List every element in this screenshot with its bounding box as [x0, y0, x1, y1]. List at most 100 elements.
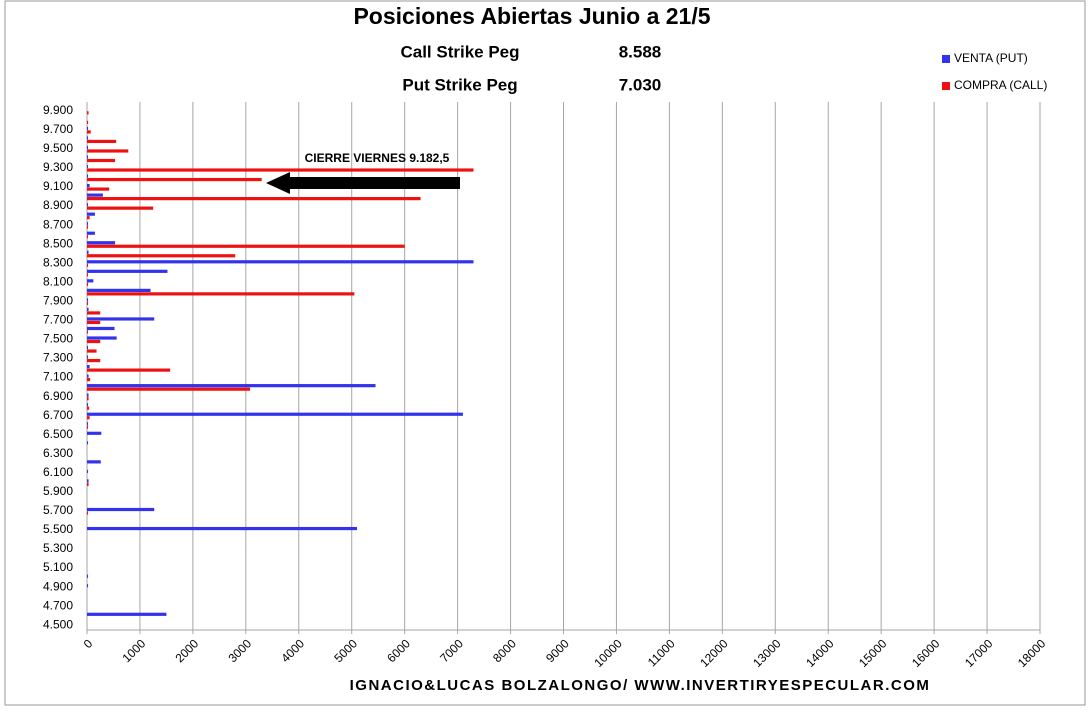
y-tick-label: 6.100: [43, 465, 73, 479]
bar: [87, 298, 89, 302]
bar: [87, 231, 95, 235]
bar: [87, 244, 405, 248]
bar: [87, 203, 89, 207]
bar: [87, 187, 110, 191]
bar: [87, 387, 251, 391]
bar: [87, 254, 236, 258]
bar: [87, 225, 89, 229]
bar: [87, 326, 115, 331]
y-tick-label: 9.100: [43, 179, 73, 193]
y-tick-label: 8.100: [43, 274, 73, 288]
bar: [87, 384, 376, 388]
bar: [87, 425, 89, 429]
y-tick-label: 4.900: [43, 579, 73, 593]
bar: [87, 269, 168, 273]
y-tick-label: 8.500: [43, 236, 73, 250]
bar: [87, 397, 89, 401]
y-tick-label: 5.100: [43, 560, 73, 574]
bar: [87, 574, 89, 578]
bar: [87, 164, 89, 169]
bar: [87, 507, 155, 512]
bar: [87, 155, 89, 159]
y-tick-label: 5.300: [43, 541, 73, 555]
bar: [87, 355, 89, 359]
bar: [87, 193, 103, 197]
y-tick-label: 6.500: [43, 427, 73, 441]
bar: [87, 416, 90, 420]
bar: [87, 260, 474, 264]
bar: [87, 320, 101, 325]
legend-label: COMPRA (CALL): [954, 78, 1047, 92]
info-label: Put Strike Peg: [402, 75, 517, 94]
bar: [87, 183, 90, 188]
bar: [87, 345, 89, 350]
legend-label: VENTA (PUT): [954, 51, 1028, 65]
info-value: 7.030: [619, 75, 662, 94]
bar: [87, 403, 89, 407]
bar: [87, 336, 117, 340]
y-tick-label: 9.700: [43, 122, 73, 136]
bar: [87, 174, 89, 178]
legend-swatch: [942, 82, 950, 90]
bar: [87, 279, 94, 283]
y-tick-label: 8.700: [43, 217, 73, 231]
y-tick-label: 8.900: [43, 198, 73, 212]
bar: [87, 479, 89, 483]
y-tick-label: 9.500: [43, 141, 73, 155]
bar: [87, 177, 262, 182]
bar: [87, 263, 89, 267]
bar: [87, 482, 89, 487]
info-value: 8.588: [619, 42, 662, 61]
annotation: CIERRE VIERNES 9.182,5: [305, 151, 450, 165]
bar: [87, 149, 129, 153]
y-tick-label: 7.300: [43, 351, 73, 365]
y-tick-label: 5.700: [43, 503, 73, 517]
bar: [87, 136, 89, 140]
bar: [87, 358, 101, 363]
bar: [87, 311, 101, 315]
bar: [87, 365, 90, 369]
footer: IGNACIO&LUCAS BOLZALONGO/ WWW.INVERTIRYE…: [350, 677, 931, 694]
annotation-arrow: [266, 172, 460, 194]
chart-frame: [4, 0, 1086, 706]
y-tick-label: 4.500: [43, 617, 73, 631]
bar: [87, 222, 89, 226]
bar: [87, 330, 89, 334]
bar: [87, 317, 155, 321]
bar: [87, 111, 89, 115]
bar: [87, 120, 89, 124]
y-tick-label: 6.900: [43, 389, 73, 403]
bar: [87, 374, 89, 378]
bar: [87, 412, 463, 416]
bar: [87, 526, 358, 531]
bar: [87, 422, 89, 426]
bar: [87, 273, 89, 277]
y-tick-label: 7.500: [43, 332, 73, 346]
bar: [87, 168, 474, 172]
bar: [87, 250, 89, 254]
bar: [87, 349, 97, 353]
bar: [87, 368, 171, 372]
y-tick-label: 5.900: [43, 484, 73, 498]
y-tick-label: 7.700: [43, 313, 73, 327]
bar: [87, 216, 90, 220]
bar: [87, 130, 91, 134]
bar: [87, 378, 91, 382]
bar: [87, 126, 89, 131]
y-tick-label: 4.700: [43, 598, 73, 612]
bar: [87, 460, 101, 464]
y-tick-label: 7.900: [43, 293, 73, 307]
bar: [87, 584, 89, 588]
bar: [87, 282, 89, 286]
y-tick-label: 7.100: [43, 370, 73, 384]
bar: [87, 612, 167, 616]
bar: [87, 139, 117, 144]
bar: [87, 241, 116, 245]
bar: [87, 339, 101, 344]
bar: [87, 307, 89, 312]
legend-swatch: [942, 55, 950, 63]
bar: [87, 431, 102, 435]
chart-title: Posiciones Abiertas Junio a 21/5: [353, 3, 710, 29]
info-label: Call Strike Peg: [400, 42, 519, 61]
bar: [87, 145, 89, 150]
